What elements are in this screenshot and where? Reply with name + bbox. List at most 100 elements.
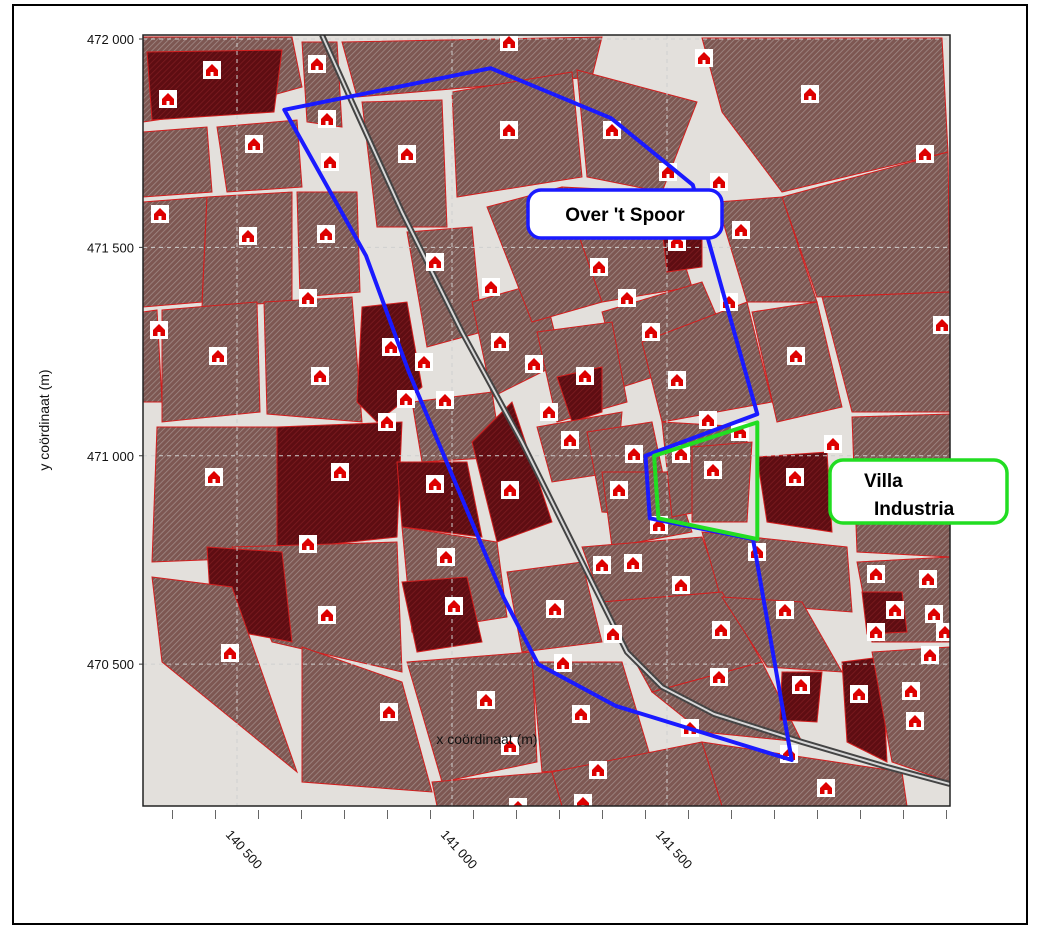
- parcel: [151, 426, 281, 563]
- house-icon: [867, 565, 885, 583]
- house-icon: [382, 338, 400, 356]
- house-icon: [576, 367, 594, 385]
- parcel: [821, 291, 950, 413]
- house-icon: [572, 705, 590, 723]
- house-icon: [921, 646, 939, 664]
- house-icon: [205, 468, 223, 486]
- house-icon: [618, 289, 636, 307]
- house-icon: [239, 227, 257, 245]
- house-icon: [668, 371, 686, 389]
- x-tick-label: 141 500: [653, 827, 696, 872]
- callout-label-villa-industria: Villa Industria: [864, 471, 955, 520]
- house-icon: [426, 253, 444, 271]
- house-icon: [936, 623, 950, 641]
- house-icon: [317, 225, 335, 243]
- house-icon: [919, 570, 937, 588]
- house-icon: [150, 321, 168, 339]
- parcel: [401, 576, 483, 653]
- house-icon: [817, 779, 835, 797]
- callout-villa-industria: Villa Industria: [828, 458, 1009, 525]
- parcel: [296, 191, 361, 298]
- x-tick-label: 141 000: [438, 827, 481, 872]
- house-icon: [902, 682, 920, 700]
- house-icon: [415, 353, 433, 371]
- house-icon: [437, 548, 455, 566]
- house-icon: [554, 654, 572, 672]
- plot-border: [142, 34, 951, 807]
- house-icon: [299, 289, 317, 307]
- railway-line: [319, 35, 950, 787]
- house-icon: [574, 794, 592, 806]
- house-icon: [710, 173, 728, 191]
- parcel: [146, 49, 283, 121]
- house-icon: [509, 798, 527, 806]
- parcel: [151, 576, 299, 774]
- house-icon: [699, 411, 717, 429]
- parcel: [781, 151, 950, 298]
- house-icon: [916, 145, 934, 163]
- house-icon: [445, 597, 463, 615]
- area-boundaries: [282, 66, 794, 762]
- callout-label-over-t-spoor: Over 't Spoor: [565, 205, 685, 226]
- x-axis: 140 500 141 000 141 500: [172, 810, 947, 872]
- parcel: [551, 741, 723, 806]
- house-icon: [540, 403, 558, 421]
- houses-layer: [150, 35, 950, 806]
- parcel: [201, 191, 293, 308]
- plot-area: [143, 35, 950, 806]
- house-icon: [850, 685, 868, 703]
- house-icon: [308, 55, 326, 73]
- parcel: [361, 99, 448, 228]
- house-icon: [589, 761, 607, 779]
- house-icon: [624, 554, 642, 572]
- house-icon: [500, 35, 518, 51]
- parcel: [396, 461, 483, 538]
- house-icon: [712, 621, 730, 639]
- parcel: [721, 596, 843, 673]
- callout-over-t-spoor: Over 't Spoor: [526, 188, 724, 240]
- y-axis: 472 000 471 500 471 000 470 500: [87, 32, 143, 672]
- house-icon: [792, 676, 810, 694]
- map-frame: 472 000 471 500 471 000 470 500 140 500 141 …: [12, 4, 1028, 925]
- house-icon: [321, 153, 339, 171]
- area-boundary: [652, 420, 760, 542]
- parcel: [263, 296, 363, 423]
- house-icon: [318, 110, 336, 128]
- house-icon: [318, 606, 336, 624]
- house-icon: [603, 121, 621, 139]
- parcel: [701, 531, 853, 613]
- house-icon: [824, 435, 842, 453]
- house-icon: [491, 333, 509, 351]
- house-icon: [477, 691, 495, 709]
- house-icon: [925, 605, 943, 623]
- house-icon: [906, 712, 924, 730]
- x-axis-label: x coördinaat (m): [436, 731, 537, 747]
- house-icon: [642, 323, 660, 341]
- house-icon: [380, 703, 398, 721]
- house-icon: [704, 461, 722, 479]
- house-icon: [710, 668, 728, 686]
- house-icon: [501, 481, 519, 499]
- x-tick-label: 140 500: [223, 827, 266, 872]
- house-icon: [610, 481, 628, 499]
- parcel: [756, 451, 833, 533]
- parcel: [701, 37, 949, 193]
- house-icon: [801, 85, 819, 103]
- house-icon: [672, 576, 690, 594]
- y-tick-label: 472 000: [87, 32, 134, 47]
- house-icon: [525, 355, 543, 373]
- house-icon: [604, 625, 622, 643]
- house-icon: [397, 390, 415, 408]
- house-icon: [378, 413, 396, 431]
- house-icon: [732, 221, 750, 239]
- house-icon: [501, 737, 519, 755]
- y-tick-label: 471 500: [87, 240, 134, 255]
- parcel: [471, 401, 553, 543]
- house-icon: [482, 278, 500, 296]
- house-icon: [593, 556, 611, 574]
- parcel: [841, 656, 888, 763]
- y-axis-label: y coördinaat (m): [36, 369, 52, 470]
- house-icon: [331, 463, 349, 481]
- house-icon: [695, 49, 713, 67]
- parcel: [431, 771, 563, 806]
